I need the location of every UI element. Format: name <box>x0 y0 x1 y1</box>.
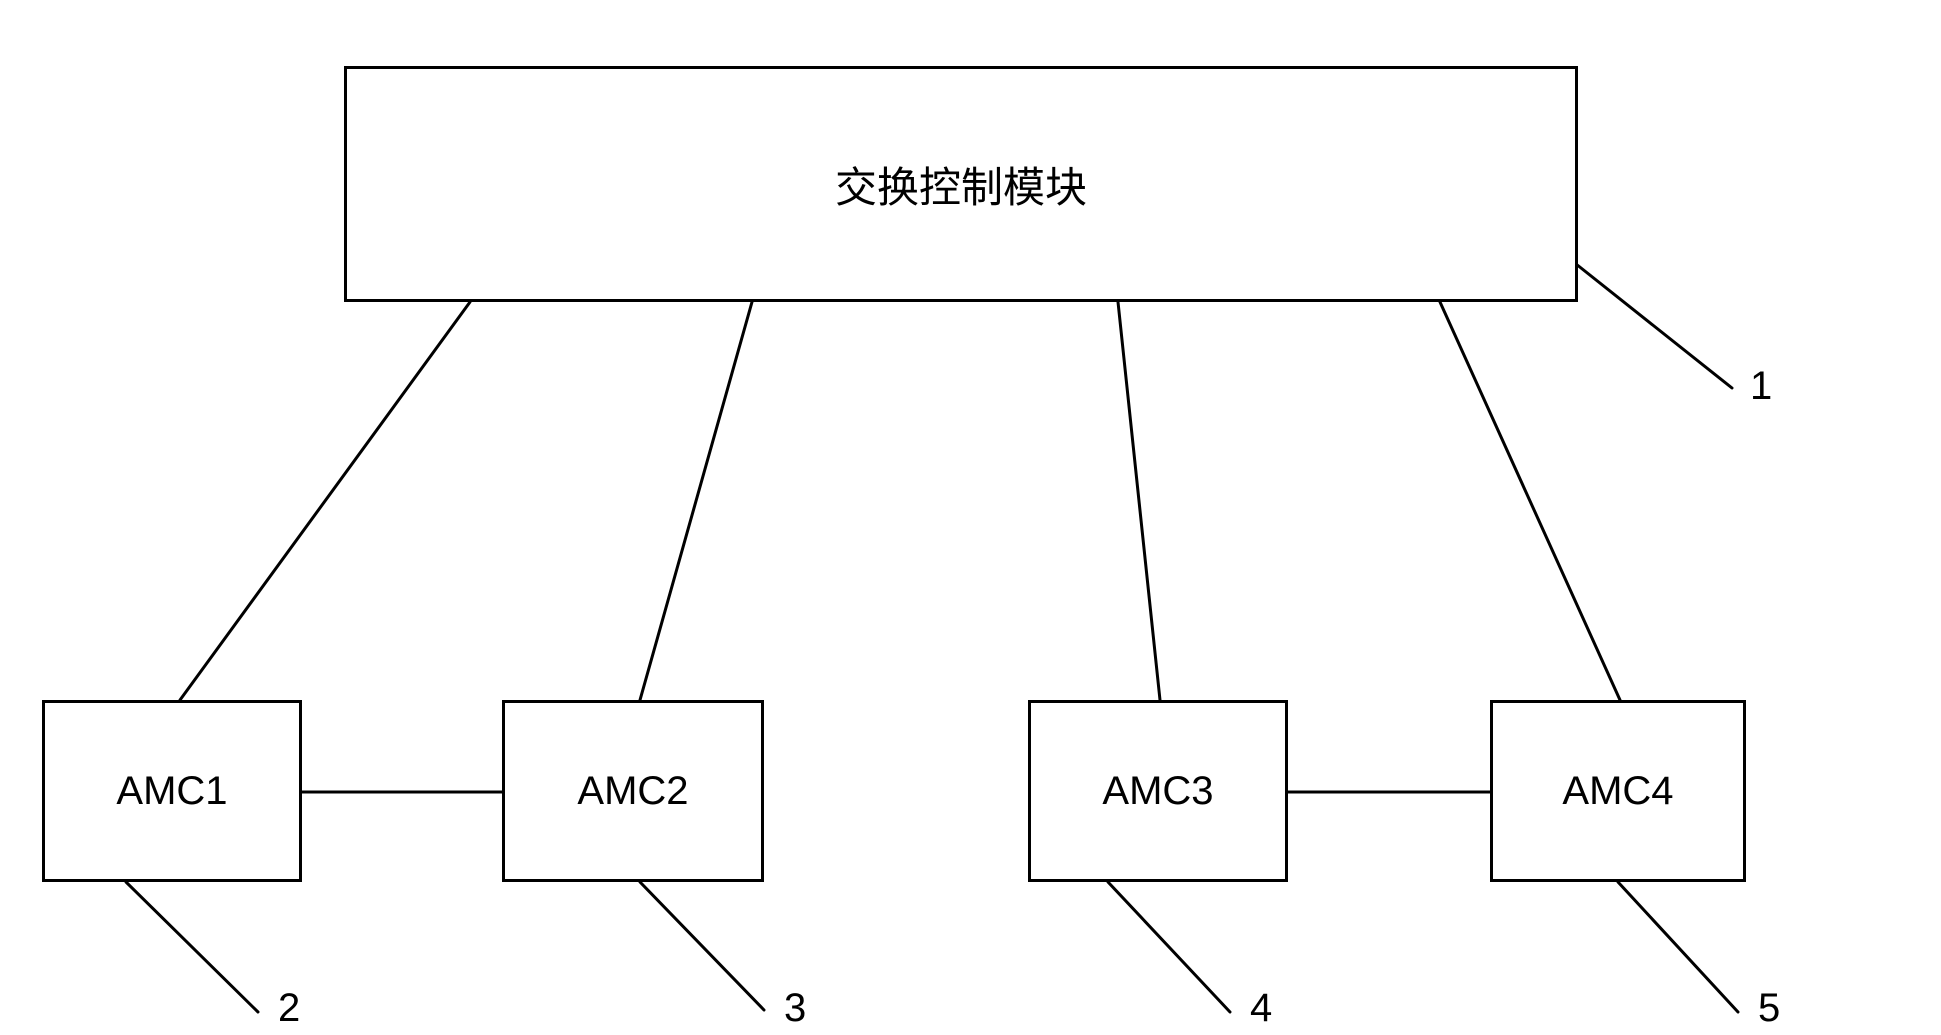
callout-3: 3 <box>784 986 806 1031</box>
callout-5: 5 <box>1758 986 1780 1031</box>
diagram-canvas: 交换控制模块 AMC1 AMC2 AMC3 AMC4 1 2 3 4 5 <box>0 0 1941 1035</box>
amc3-label: AMC3 <box>1102 769 1213 814</box>
amc3-box: AMC3 <box>1028 700 1288 882</box>
callout-1: 1 <box>1750 364 1772 409</box>
amc1-box: AMC1 <box>42 700 302 882</box>
callout-4: 4 <box>1250 986 1272 1031</box>
amc4-label: AMC4 <box>1562 769 1673 814</box>
controller-module-label: 交换控制模块 <box>835 154 1087 215</box>
amc2-box: AMC2 <box>502 700 764 882</box>
amc1-label: AMC1 <box>116 769 227 814</box>
callout-2: 2 <box>278 986 300 1031</box>
amc2-label: AMC2 <box>577 769 688 814</box>
amc4-box: AMC4 <box>1490 700 1746 882</box>
controller-module-box: 交换控制模块 <box>344 66 1578 302</box>
